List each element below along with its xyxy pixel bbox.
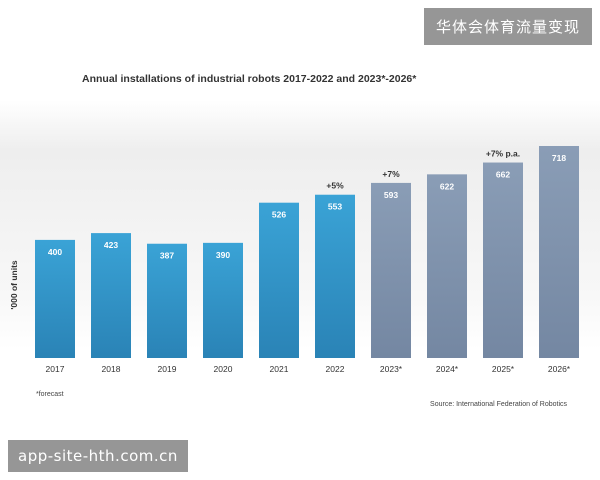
bar-2026-forecast [539,146,579,358]
bar-2020 [203,242,243,358]
bar-value-label: 553 [328,202,342,212]
bar-2022 [315,194,355,358]
bar-2017 [35,239,75,358]
bar-2019 [147,243,187,358]
x-tick-label: 2022 [326,364,345,374]
bar-value-label: 423 [104,240,118,250]
bar-value-label: 662 [496,170,510,180]
chart-title: Annual installations of industrial robot… [82,73,417,85]
bar-value-label: 387 [160,251,174,261]
x-tick-label: 2026* [548,364,571,374]
chart-area: Annual installations of industrial robot… [0,60,600,420]
bar-value-label: 400 [48,247,62,257]
x-tick-label: 2023* [380,364,403,374]
x-tick-label: 2019 [158,364,177,374]
bar-value-label: 593 [384,190,398,200]
growth-annotation: +7% [382,169,400,179]
bar-2023-forecast [371,182,411,358]
growth-annotation: +7% p.a. [486,149,520,159]
x-tick-label: 2025* [492,364,515,374]
x-tick-label: 2018 [102,364,121,374]
bar-value-label: 390 [216,250,230,260]
y-axis-label: '000 of units [9,260,19,310]
source-note: Source: International Federation of Robo… [430,401,567,408]
growth-annotation: +5% [326,181,344,191]
x-tick-labels: 2017 2018 2019 2020 2021 2022 2023* 2024* 2025* 2… [46,364,571,374]
x-tick-label: 2017 [46,364,65,374]
x-tick-label: 2024* [436,364,459,374]
bars-layer: 400 423 387 390 526 553 593 622 662 718 [35,146,579,358]
bar-2025-forecast [483,162,523,358]
bar-value-label: 526 [272,210,286,220]
watermark-top: 华体会体育流量变现 [423,8,592,45]
annotations-layer: +5% +7% +7% p.a. [326,149,520,191]
bar-value-label: 718 [552,153,566,163]
x-tick-label: 2020 [214,364,233,374]
bar-value-label: 622 [440,181,454,191]
robot-installations-chart: Annual installations of industrial robot… [0,73,600,408]
forecast-footnote: *forecast [36,391,64,398]
bar-2024-forecast [427,174,467,358]
watermark-bottom: app-site-hth.com.cn [8,440,188,472]
bar-2021 [259,202,299,358]
x-tick-label: 2021 [270,364,289,374]
bar-2018 [91,233,131,358]
